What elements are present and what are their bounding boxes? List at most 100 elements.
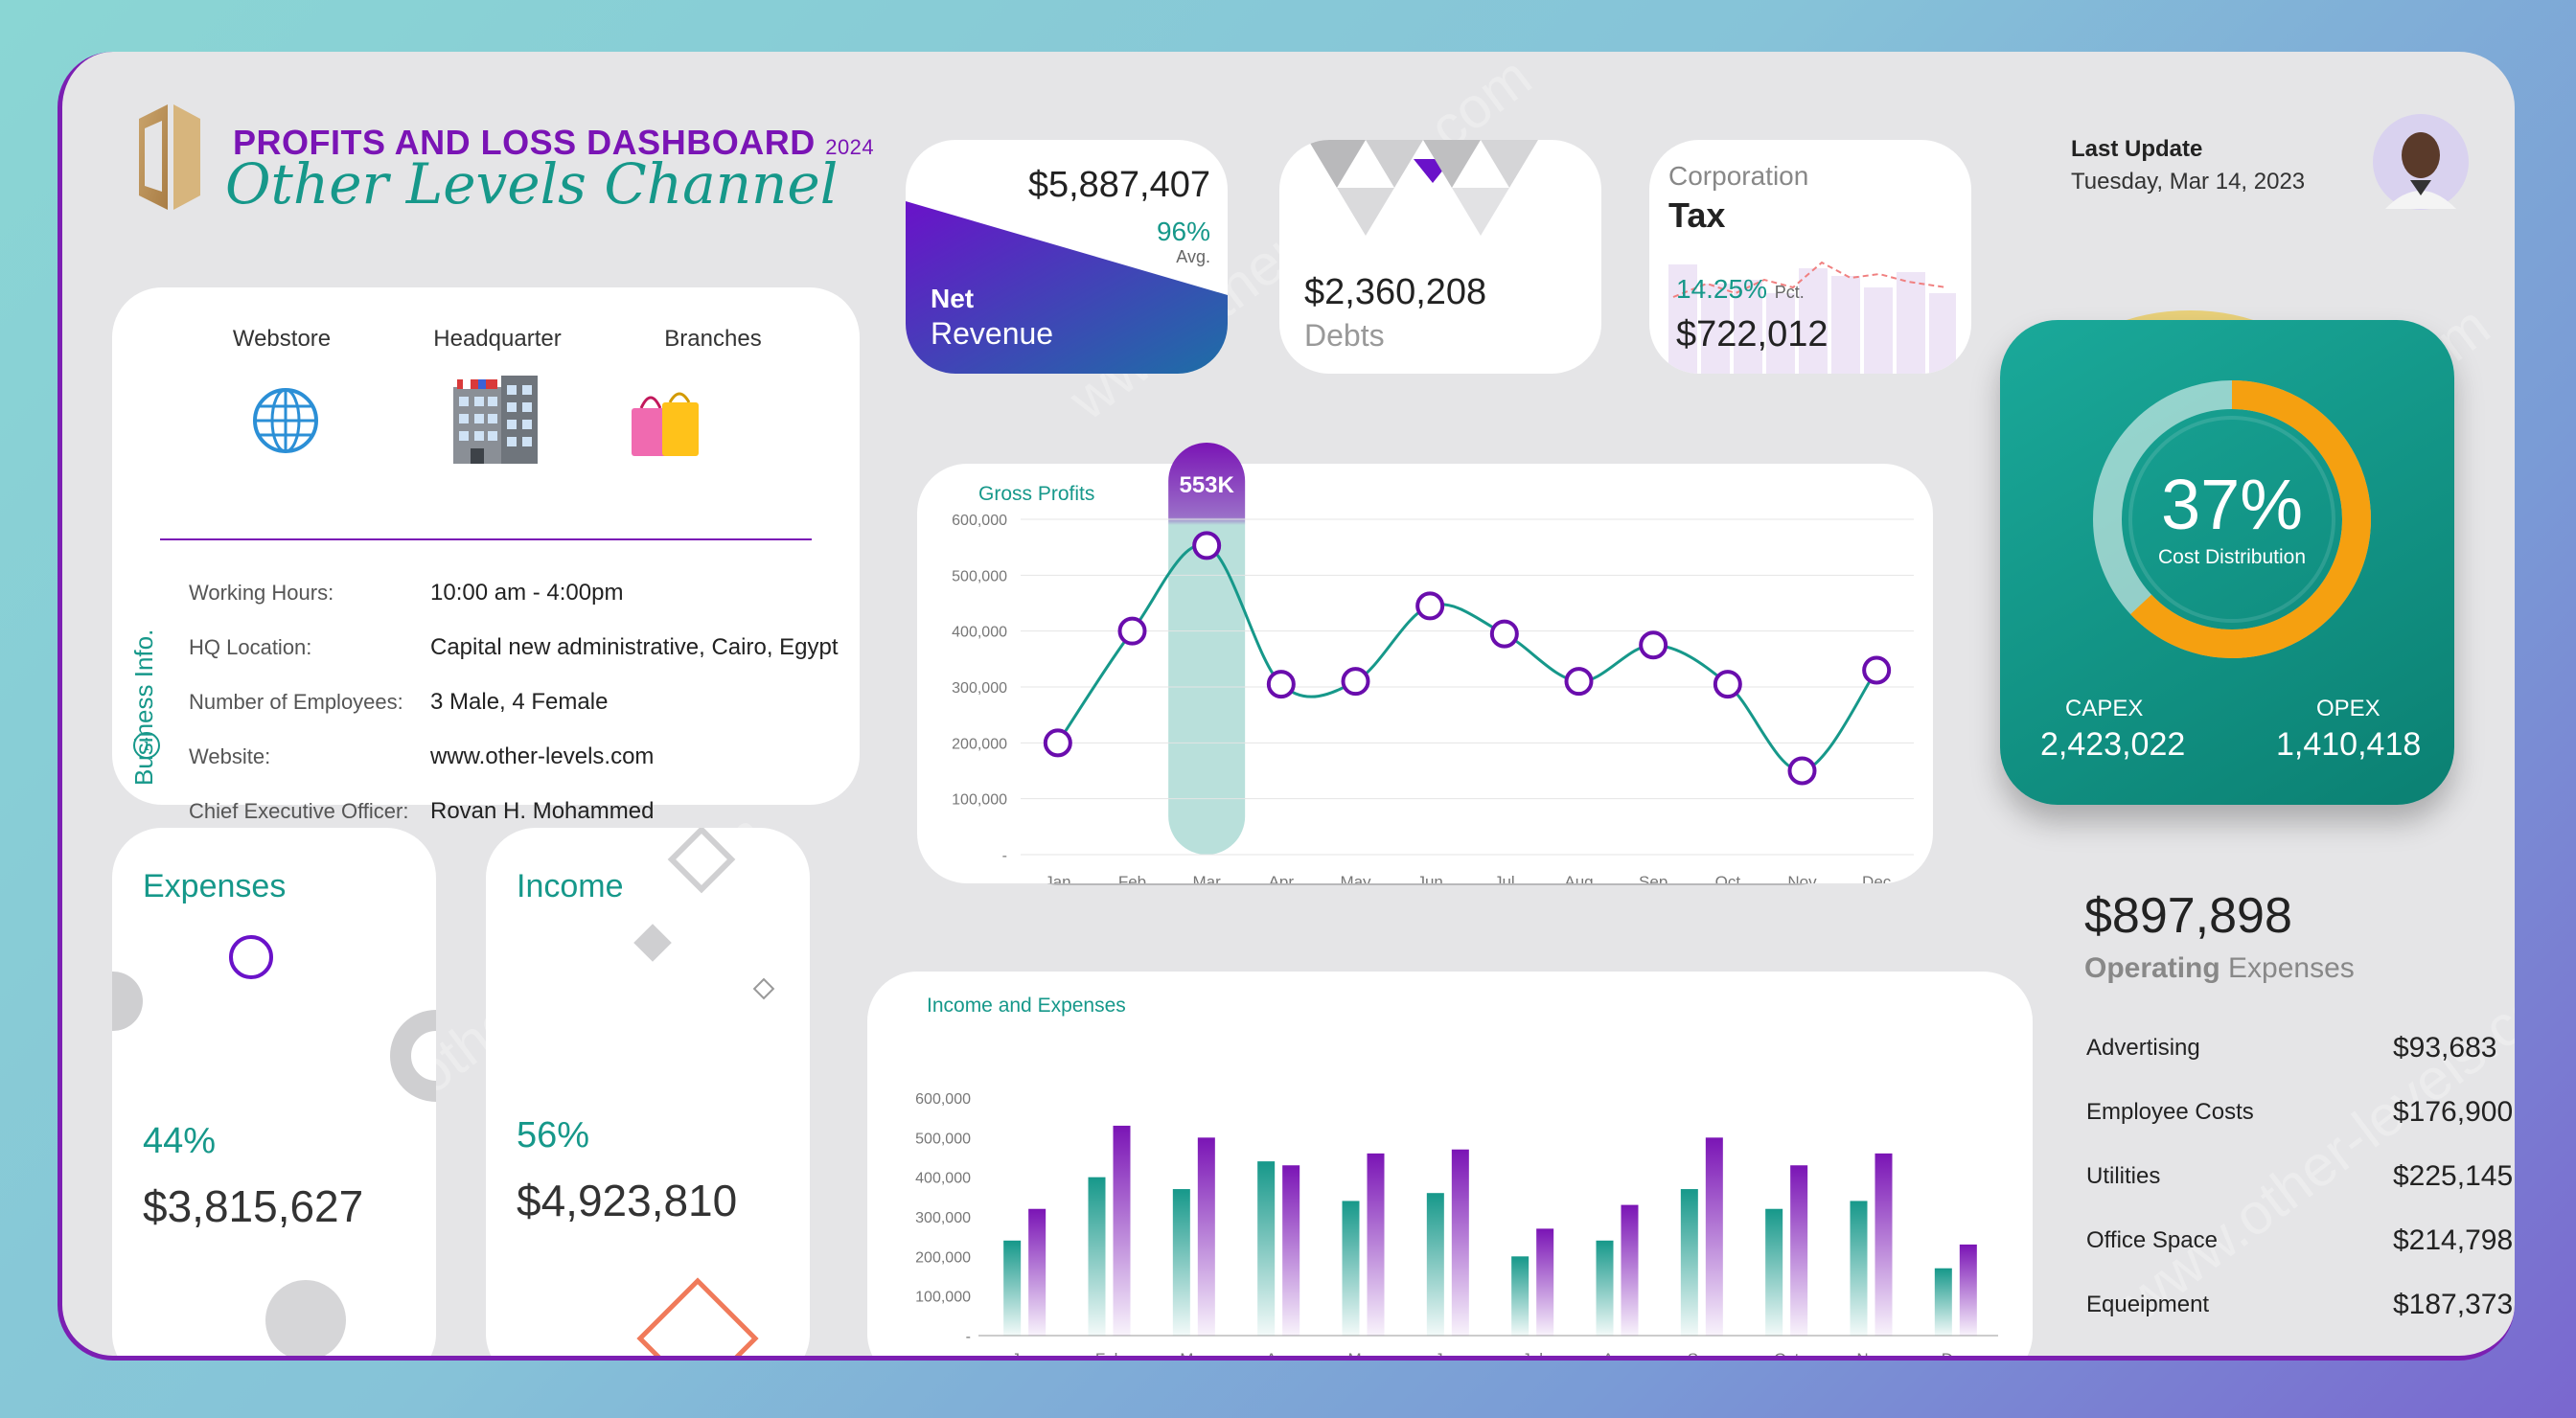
- expense-item-label: Employee Costs: [2086, 1098, 2254, 1125]
- dashboard-title: PROFITS AND LOSS DASHBOARD: [233, 123, 816, 162]
- expense-item-value: $214,798: [2393, 1224, 2514, 1256]
- capex-label: CAPEX: [2065, 696, 2144, 721]
- operating-expense-row: Equeipment $187,373: [2086, 1272, 2515, 1337]
- x-tick-label: Jan: [1011, 1350, 1037, 1361]
- expenses-bar: [1536, 1228, 1554, 1336]
- income-bar: [1088, 1177, 1106, 1336]
- business-row: HQ Location: Capital new administrative,…: [189, 620, 850, 675]
- dashboard-year: 2024: [825, 135, 875, 159]
- expenses-bar: [1367, 1153, 1385, 1336]
- business-row-label: Number of Employees:: [189, 689, 403, 714]
- expenses-title: Expenses: [143, 868, 287, 904]
- business-row-label: HQ Location:: [189, 634, 312, 659]
- net-revenue-pct: 96%: [1156, 217, 1210, 246]
- business-row: Working Hours: 10:00 am - 4:00pm: [189, 565, 850, 620]
- expenses-bar: [1028, 1208, 1046, 1336]
- highlight-label: 553K: [1179, 472, 1234, 498]
- expenses-pct: 44%: [143, 1121, 217, 1161]
- x-tick-label: Oct: [1715, 873, 1741, 883]
- business-row-value: Capital new administrative, Cairo, Egypt: [430, 633, 839, 660]
- y-tick-label: 300,000: [915, 1210, 971, 1226]
- income-bar: [1426, 1193, 1444, 1336]
- decorative-circle: [112, 972, 143, 1031]
- data-point: [1639, 630, 1668, 660]
- dashboard-frame: www.other-levels.com www.other-levels.co…: [58, 52, 2515, 1361]
- x-tick-label: Jun: [1416, 873, 1442, 883]
- tax-label: Corporation: [1668, 161, 1809, 191]
- globe-icon: [253, 388, 318, 453]
- income-bar: [1765, 1208, 1783, 1336]
- expense-item-label: Equeipment: [2086, 1291, 2210, 1317]
- debts-value: $2,360,208: [1304, 272, 1487, 312]
- x-tick-label: Apr: [1266, 1350, 1292, 1361]
- cost-distribution-percent: 37%: [2160, 465, 2304, 544]
- last-update-label: Last Update: [2071, 136, 2203, 162]
- x-tick-label: Dec: [1942, 1350, 1971, 1361]
- income-expenses-card: Income and Expenses - 100,000 200,000 300,00…: [867, 972, 2033, 1361]
- net-revenue-pct-label: Avg.: [1176, 247, 1210, 266]
- expense-item-value: $176,900: [2393, 1095, 2514, 1128]
- tax-value: $722,012: [1676, 314, 1828, 354]
- x-tick-label: Sep: [1688, 1350, 1716, 1361]
- x-tick-label: May: [1347, 1350, 1379, 1361]
- y-tick-label: 600,000: [952, 513, 1007, 529]
- business-info-section-label: Business Info.: [129, 629, 158, 786]
- capex-value: 2,423,022: [2040, 726, 2186, 763]
- cost-distribution-donut[interactable]: [2079, 366, 2385, 673]
- cost-distribution-label: Cost Distribution: [2157, 546, 2307, 568]
- business-row: Website: www.other-levels.com: [189, 729, 850, 784]
- avatar[interactable]: [2372, 113, 2470, 211]
- x-tick-label: Jul: [1494, 873, 1515, 883]
- x-tick-label: Mar: [1180, 1350, 1208, 1361]
- expenses-bar: [1451, 1149, 1469, 1336]
- opex-value: 1,410,418: [2276, 726, 2422, 763]
- gross-profits-card: Gross Profits 553K - 100,000 200,000 300,000 4…: [917, 443, 1933, 883]
- expense-item-label: Advertising: [2086, 1034, 2200, 1061]
- y-tick-label: 200,000: [915, 1249, 971, 1266]
- expense-item-value: $93,683: [2393, 1031, 2497, 1064]
- net-revenue-value: $5,887,407: [1027, 165, 1210, 205]
- income-bar: [1934, 1268, 1952, 1336]
- y-tick-label: 100,000: [952, 792, 1007, 809]
- business-row-value: 10:00 am - 4:00pm: [430, 579, 624, 606]
- gross-profits-line: [1056, 543, 1878, 773]
- income-bar: [1680, 1189, 1698, 1336]
- data-point: [1415, 591, 1445, 621]
- operating-expense-row: Utilities $225,145: [2086, 1144, 2515, 1208]
- info-icon[interactable]: i: [133, 732, 160, 759]
- business-row-label: Chief Executive Officer:: [189, 798, 409, 823]
- income-value: $4,923,810: [517, 1176, 738, 1225]
- data-point: [1043, 728, 1072, 758]
- y-tick-label: -: [966, 1329, 971, 1345]
- net-revenue-label: Net: [931, 284, 975, 313]
- x-tick-label: Aug: [1602, 1350, 1631, 1361]
- income-bar: [1172, 1189, 1190, 1336]
- tax-pct-label: Pct.: [1774, 283, 1805, 302]
- income-expenses-chart[interactable]: Income and Expenses - 100,000 200,000 300,00…: [867, 972, 2033, 1361]
- gross-profits-chart[interactable]: Gross Profits 553K - 100,000 200,000 300,000 4…: [917, 443, 1933, 883]
- decorative-diamond: [667, 828, 736, 894]
- expense-item-label: Office Space: [2086, 1226, 2218, 1253]
- debts-card: $2,360,208 Debts: [1279, 140, 1601, 374]
- data-point: [1489, 619, 1519, 649]
- x-tick-label: Nov: [1787, 873, 1817, 883]
- income-bar: [1257, 1161, 1276, 1336]
- y-tick-label: 500,000: [915, 1131, 971, 1147]
- x-tick-label: Jul: [1522, 1350, 1543, 1361]
- income-bar: [1342, 1201, 1360, 1336]
- opex-label: OPEX: [2316, 696, 2380, 721]
- decorative-circle: [229, 935, 273, 979]
- operating-expense-row: Employee Costs $176,900: [2086, 1080, 2515, 1144]
- business-row: Chief Executive Officer: Rovan H. Mohamm…: [189, 784, 850, 838]
- expenses-value: $3,815,627: [143, 1181, 364, 1231]
- operating-expenses-label: Operating: [2084, 952, 2220, 984]
- cost-distribution-card: 37% Cost Distribution CAPEX 2,423,022 OP…: [2000, 320, 2454, 805]
- website-link[interactable]: www.other-levels.com: [430, 743, 655, 769]
- y-tick-label: -: [1002, 848, 1007, 864]
- income-bar: [1596, 1240, 1614, 1336]
- expenses-bar: [1113, 1125, 1131, 1336]
- logo-icon: [139, 104, 200, 210]
- expenses-bar: [1197, 1137, 1215, 1336]
- operating-expense-row: Office Space $214,798: [2086, 1208, 2515, 1272]
- data-point: [1266, 670, 1296, 699]
